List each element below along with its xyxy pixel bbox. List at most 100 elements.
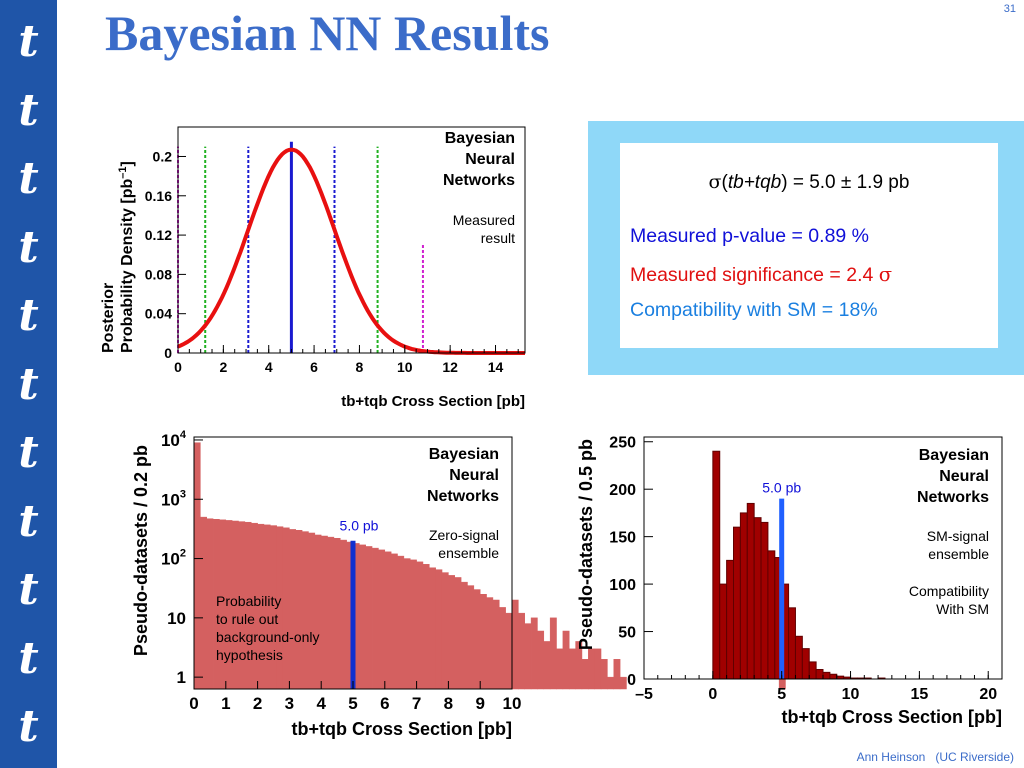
histogram-bar: [733, 526, 741, 680]
x-axis-label: tb+tqb Cross Section [pb]: [782, 707, 1003, 727]
y-tick-base: 10: [161, 431, 180, 450]
x-tick-label: 0: [189, 694, 198, 713]
significance-line: Measured significance = 2.4 σ: [630, 263, 892, 287]
footer: Ann Heinson (UC Riverside): [856, 750, 1014, 764]
significance-text: Measured significance = 2.4: [630, 264, 879, 286]
histogram-bar: [815, 669, 824, 680]
sidebar-letter: t: [18, 564, 39, 615]
y-tick-label-power: 103: [161, 488, 186, 509]
plot-frame: [177, 126, 526, 354]
histogram-bar: [549, 617, 557, 690]
histogram-bar: [492, 599, 500, 690]
histogram-bar: [460, 581, 468, 690]
histogram-bar: [282, 527, 290, 690]
y-tick-base: 10: [161, 550, 180, 569]
histogram-bar: [499, 607, 506, 690]
histogram-bar: [193, 442, 201, 690]
y-axis-label-superscript: –1: [117, 167, 129, 179]
y-tick-label-power: 104: [161, 429, 187, 450]
histogram-bar: [753, 517, 762, 680]
histogram-bar: [435, 569, 443, 690]
histogram-bar: [422, 564, 430, 690]
x-tick-label: 3: [285, 694, 294, 713]
y-tick-label: 50: [618, 625, 636, 642]
sidebar-letter: t: [18, 16, 39, 67]
x-tick-label: 10: [842, 686, 860, 703]
y-tick-label: 150: [609, 530, 636, 547]
y-tick-label: 1: [177, 668, 186, 687]
histogram-bar: [206, 518, 214, 690]
x-tick-label: 2: [253, 694, 262, 713]
y-tick-label: 0.12: [145, 227, 172, 243]
annotation-line: Measured: [453, 212, 515, 228]
histogram-bar: [384, 551, 392, 690]
sidebar-letter: t: [18, 427, 39, 478]
y-tick-label: 200: [609, 482, 636, 499]
legend-line: Bayesian: [429, 446, 499, 463]
y-tick-exponent: 4: [180, 429, 187, 441]
slide-title: Bayesian NN Results: [105, 5, 550, 61]
histogram-bar: [788, 607, 796, 680]
x-tick-label: 10: [397, 359, 413, 375]
result-box: σ(tb+tqb) = 5.0 ± 1.9 pb Measured p-valu…: [620, 143, 998, 348]
annotation2-line: With SM: [936, 601, 989, 617]
histogram-bar: [200, 516, 207, 690]
histogram-bar: [371, 547, 379, 690]
x-tick-label: 4: [265, 359, 273, 375]
histogram-bar: [333, 537, 341, 690]
histogram-bar: [429, 567, 436, 690]
histogram-bar: [518, 612, 525, 690]
histogram-bar: [327, 536, 335, 690]
histogram-bar: [760, 521, 769, 680]
annotation-line: Zero-signal: [429, 527, 499, 543]
histogram-bar: [378, 549, 386, 690]
legend-line: Networks: [443, 172, 515, 189]
histogram-bar: [537, 630, 545, 690]
histogram-bar: [448, 575, 456, 690]
y-tick-exponent: 3: [180, 488, 186, 500]
legend-line: Bayesian: [445, 130, 515, 147]
histogram-bar: [562, 630, 570, 690]
histogram-bar: [454, 577, 462, 690]
y-tick-label: 0: [627, 672, 636, 689]
y-tick-label: 10: [167, 609, 186, 628]
x-axis-label: tb+tqb Cross Section [pb]: [341, 393, 525, 410]
x-tick-label: 7: [412, 694, 421, 713]
sidebar-letter: t: [18, 358, 39, 410]
note-line: Probability: [216, 593, 281, 609]
x-tick-label: 6: [310, 359, 318, 375]
note-line: hypothesis: [216, 647, 283, 663]
y-tick-exponent: 2: [180, 548, 186, 560]
x-tick-label: 12: [442, 359, 458, 375]
histogram-bar: [767, 550, 776, 680]
histogram-bar: [556, 648, 564, 690]
x-tick-label: 10: [503, 694, 522, 713]
note-line: background-only: [216, 629, 320, 645]
histogram-bar: [801, 648, 810, 680]
histogram-bar: [511, 599, 519, 690]
marker-label: 5.0 pb: [762, 480, 801, 496]
note-line: to rule out: [216, 611, 278, 627]
x-tick-label: 8: [444, 694, 453, 713]
x-tick-label: 20: [979, 686, 997, 703]
histogram-bar: [409, 559, 417, 690]
histogram-bar: [739, 512, 748, 680]
sidebar-letter: t: [18, 84, 39, 136]
annotation-line: result: [481, 230, 515, 246]
histogram-bar: [359, 544, 366, 690]
y-axis-label-text: Probability Density [pb: [119, 179, 136, 353]
sidebar-letter: t: [18, 221, 39, 273]
page-number: 31: [1003, 3, 1016, 15]
sidebar-letter: t: [18, 290, 39, 341]
x-axis-label: tb+tqb Cross Section [pb]: [292, 719, 513, 739]
histogram-bar: [822, 671, 831, 680]
x-tick-label: 4: [316, 694, 326, 713]
histogram-bar: [746, 502, 755, 680]
histogram-bar: [613, 659, 621, 690]
histogram-bar: [829, 673, 838, 680]
y-tick-base: 10: [161, 490, 180, 509]
histogram-bar: [314, 534, 322, 690]
histogram-bar: [473, 589, 481, 690]
